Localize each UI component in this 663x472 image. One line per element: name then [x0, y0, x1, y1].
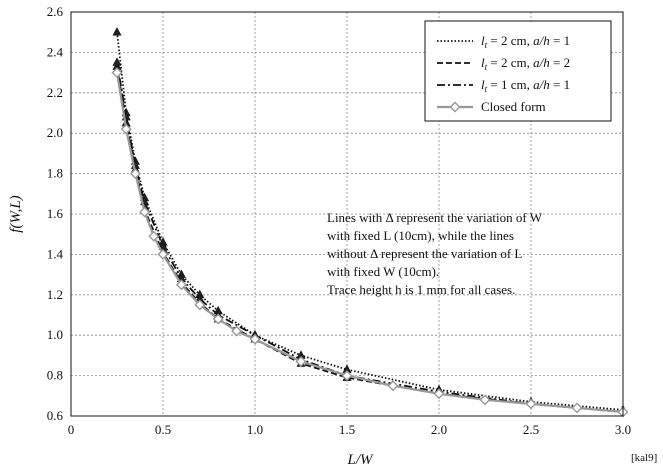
legend: lt = 2 cm, a/h = 1 lt = 2 cm, a/h = 2 lt =… — [424, 20, 612, 122]
diamond-marker — [341, 370, 353, 382]
series-line-3 — [116, 62, 624, 413]
diamond-marker — [194, 299, 206, 311]
y-tick-label: 2.4 — [47, 44, 64, 59]
y-tick-label: 2.6 — [47, 4, 64, 19]
legend-diamond-marker — [449, 101, 461, 113]
annotation-line: without Δ represent the variation of L — [327, 246, 522, 261]
y-tick-label: 1.8 — [47, 166, 63, 181]
annotation-line: with fixed L (10cm), while the lines — [327, 228, 514, 243]
x-tick-label: 0.5 — [155, 422, 171, 437]
x-tick-label: 2.0 — [431, 422, 447, 437]
y-tick-label: 1.0 — [47, 327, 63, 342]
diamond-marker — [120, 123, 132, 135]
diamond-marker — [295, 355, 307, 367]
diamond-marker — [525, 398, 537, 410]
y-tick-label: 2.2 — [47, 85, 63, 100]
diamond-marker — [212, 313, 224, 325]
diamond-marker — [433, 388, 445, 400]
diamond-marker — [231, 325, 243, 337]
source-label: [kal9] — [631, 452, 657, 464]
diamond-marker — [129, 168, 141, 180]
diamond-marker — [139, 206, 151, 218]
y-tick-label: 2.0 — [47, 125, 63, 140]
x-tick-label: 1.0 — [247, 422, 263, 437]
triangle-marker — [112, 27, 122, 36]
y-tick-label: 1.2 — [47, 287, 63, 302]
y-tick-label: 0.8 — [47, 368, 63, 383]
annotation-line: Lines with Δ represent the variation of … — [327, 210, 543, 225]
diamond-marker — [157, 248, 169, 260]
y-tick-label: 1.4 — [47, 246, 64, 261]
legend-label-1: lt = 2 cm, a/h = 1 — [481, 33, 570, 50]
x-tick-label: 1.5 — [339, 422, 355, 437]
y-axis-title: f(W,L) — [8, 195, 24, 232]
y-axis-ticks: 0.6 0.8 1.0 1.2 1.4 1.6 1.8 2.0 2.2 2.4 2.6 — [47, 4, 64, 423]
legend-label-3: lt = 1 cm, a/h = 1 — [481, 77, 570, 94]
triangle-marker — [112, 57, 122, 66]
diamond-marker — [571, 402, 583, 414]
legend-label-2: lt = 2 cm, a/h = 2 — [481, 55, 570, 72]
legend-label-4: Closed form — [481, 99, 546, 114]
plot-frame — [70, 11, 624, 417]
diamond-marker — [249, 333, 261, 345]
x-tick-label: 0 — [68, 422, 75, 437]
annotation: Lines with Δ represent the variation of … — [327, 210, 543, 297]
diamond-marker — [175, 279, 187, 291]
annotation-line: with fixed W (10cm). — [327, 264, 439, 279]
x-tick-label: 2.5 — [523, 422, 539, 437]
diamond-marker — [479, 394, 491, 406]
x-axis-ticks: 0 0.5 1.0 1.5 2.0 2.5 3.0 — [68, 422, 631, 437]
diamond-marker — [387, 380, 399, 392]
x-tick-label: 3.0 — [615, 422, 631, 437]
y-tick-label: 1.6 — [47, 206, 64, 221]
diamond-marker — [148, 230, 160, 242]
grid — [71, 12, 623, 416]
diamond-marker — [111, 67, 123, 79]
annotation-line: Trace height h is 1 mm for all cases. — [327, 282, 515, 297]
x-axis-title: L/W — [346, 452, 374, 468]
y-tick-label: 0.6 — [47, 408, 64, 423]
